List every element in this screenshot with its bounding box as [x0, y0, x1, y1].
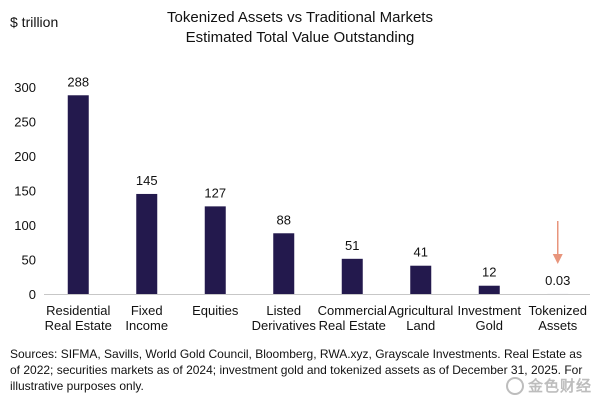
x-tick-label: Agricultural	[388, 303, 453, 318]
x-tick-label: Derivatives	[252, 318, 317, 333]
data-label: 41	[414, 245, 428, 260]
watermark: 金色财经	[505, 375, 592, 396]
y-tick-label: 200	[14, 149, 36, 164]
x-tick-label: Fixed	[131, 303, 163, 318]
y-tick-label: 250	[14, 115, 36, 130]
bar-chart: Tokenized Assets vs Traditional Markets E…	[10, 9, 590, 333]
watermark-text: 金色财经	[527, 378, 592, 395]
x-tick-label: Gold	[476, 318, 503, 333]
data-label: 12	[482, 265, 496, 280]
bar	[273, 233, 295, 294]
annotation-arrow-head-icon	[552, 254, 563, 264]
x-tick-label: Real Estate	[45, 318, 112, 333]
data-label: 88	[277, 212, 291, 227]
data-label: 288	[67, 74, 89, 89]
data-label: 145	[136, 173, 158, 188]
x-tick-label: Residential	[46, 303, 110, 318]
bar	[410, 265, 432, 294]
data-label: 127	[204, 185, 226, 200]
y-tick-label: 50	[22, 253, 36, 268]
y-tick-label: 300	[14, 80, 36, 95]
bar	[136, 193, 158, 294]
data-label: 0.03	[545, 273, 570, 288]
y-tick-label: 0	[29, 287, 36, 302]
x-tick-label: Assets	[538, 318, 578, 333]
x-tick-label: Investment	[457, 303, 521, 318]
x-tick-label: Commercial	[318, 303, 387, 318]
bar	[204, 206, 226, 294]
x-tick-label: Tokenized	[528, 303, 587, 318]
y-tick-label: 150	[14, 184, 36, 199]
data-label: 51	[345, 238, 359, 253]
y-axis-label: $ trillion	[10, 14, 58, 30]
bar	[341, 258, 363, 294]
chart-title: Tokenized Assets vs Traditional Markets	[167, 9, 433, 26]
x-tick-label: Real Estate	[319, 318, 386, 333]
source-footnote: Sources: SIFMA, Savills, World Gold Coun…	[10, 347, 583, 393]
bar	[478, 285, 500, 294]
x-tick-label: Land	[406, 318, 435, 333]
y-tick-label: 100	[14, 218, 36, 233]
chart-subtitle: Estimated Total Value Outstanding	[186, 29, 415, 46]
x-tick-label: Listed	[266, 303, 301, 318]
bar	[67, 95, 89, 294]
watermark-logo-icon	[505, 377, 524, 395]
x-tick-label: Income	[125, 318, 168, 333]
x-tick-label: Equities	[192, 303, 239, 318]
